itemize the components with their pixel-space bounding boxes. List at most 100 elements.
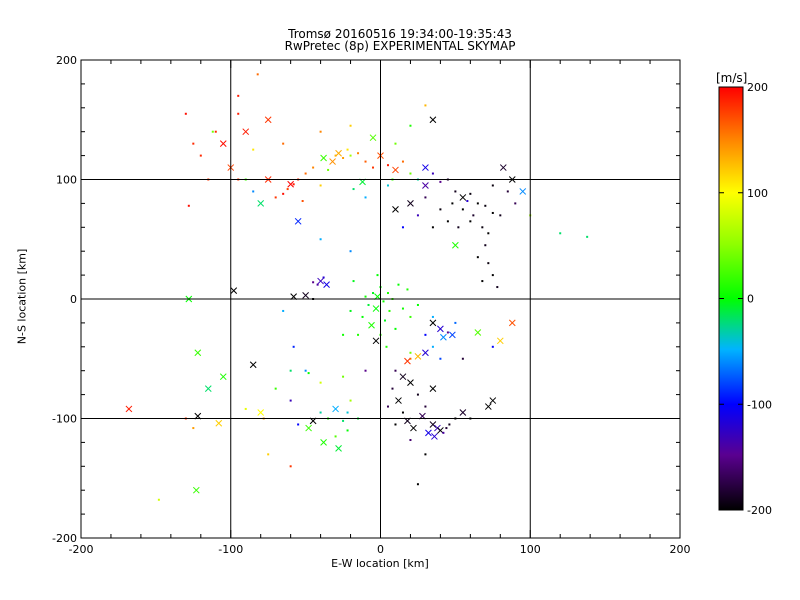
scatter-dot-point [319, 381, 322, 384]
scatter-dot-point [491, 345, 494, 348]
scatter-dot-point [469, 192, 472, 195]
y-axis-label: N-S location [km] [15, 248, 29, 345]
scatter-cross-point [429, 116, 437, 124]
scatter-dot-point [301, 200, 304, 203]
scatter-dot-point [252, 190, 255, 193]
scatter-dot-point [157, 498, 160, 501]
scatter-dot-point [476, 256, 479, 259]
scatter-dot-point [448, 423, 451, 426]
scatter-dot-point [406, 288, 409, 291]
scatter-dot-point [342, 156, 345, 159]
scatter-dot-point [256, 73, 259, 76]
scatter-dot-point [416, 393, 419, 396]
scatter-dot-point [383, 319, 386, 322]
scatter-dot-point [439, 180, 442, 183]
scatter-cross-point [429, 385, 437, 392]
scatter-dot-point [342, 419, 345, 422]
scatter-cross-point [474, 329, 482, 336]
scatter-cross-point [459, 194, 467, 201]
scatter-cross-point [335, 445, 342, 452]
scatter-dot-point [386, 184, 389, 187]
scatter-cross-point [429, 421, 437, 428]
scatter-cross-point [302, 292, 309, 299]
scatter-cross-point [257, 409, 265, 416]
scatter-dot-point [214, 130, 217, 133]
scatter-cross-point [372, 305, 380, 312]
scatter-dot-point [367, 303, 370, 306]
x-tick-label: 100 [520, 543, 541, 556]
scatter-dot-point [322, 276, 325, 279]
scatter-dot-point [416, 303, 419, 306]
scatter-dot-point [451, 202, 454, 205]
scatter-dot-point [187, 204, 190, 207]
scatter-dot-point [461, 357, 464, 360]
scatter-dot-point [386, 405, 389, 408]
scatter-cross-point [335, 149, 342, 157]
scatter-dot-point [252, 148, 255, 151]
scatter-dot-point [289, 369, 292, 372]
scatter-dot-point [401, 226, 404, 229]
scatter-dot-point [289, 399, 292, 402]
scatter-dot-point [416, 483, 419, 486]
scatter-dot-point [586, 235, 589, 238]
scatter-dot-point [304, 172, 307, 175]
scatter-dot-point [192, 142, 195, 145]
scatter-dot-point [409, 439, 412, 442]
scatter-dot-point [445, 427, 448, 430]
scatter-cross-point [404, 357, 411, 365]
scatter-cross-point [323, 281, 330, 289]
x-tick-label: 200 [670, 543, 691, 556]
scatter-dot-point [349, 250, 352, 253]
scatter-dot-point [346, 429, 349, 432]
scatter-dot-point [424, 196, 427, 199]
scatter-dot-point [304, 369, 307, 372]
scatter-cross-point [484, 403, 492, 410]
scatter-dot-point [446, 331, 449, 334]
scatter-dot-point [319, 184, 322, 187]
scatter-cross-point [192, 486, 200, 494]
scatter-dot-point [491, 184, 494, 187]
scatter-dot-point [394, 142, 397, 145]
scatter-dot-point [514, 202, 517, 205]
colorbar-tick-label: 200 [747, 81, 768, 94]
scatter-dot-point [491, 274, 494, 277]
scatter-dot-point [237, 112, 240, 115]
scatter-cross-point [287, 180, 295, 188]
scatter-cross-point [422, 349, 429, 357]
scatter-cross-point [429, 319, 437, 327]
scatter-dot-point [496, 286, 499, 289]
colorbar: 200 100 0 -100 -200 [718, 81, 772, 517]
scatter-cross-point [332, 405, 339, 413]
scatter-dot-point [274, 387, 277, 390]
scatter-dot-point [431, 315, 434, 318]
scatter-cross-point [215, 419, 223, 427]
scatter-dot-point [342, 375, 345, 378]
scatter-dot-point [357, 333, 360, 336]
scatter-dot-point [376, 274, 379, 277]
scatter-dot-point [244, 407, 247, 410]
scatter-cross-point [508, 319, 516, 327]
scatter-dot-point [282, 309, 285, 312]
scatter-dot-point [334, 435, 337, 438]
scatter-cross-point [496, 337, 504, 345]
scatter-dot-point [424, 333, 427, 336]
scatter-dot-point [454, 190, 457, 193]
scatter-dot-point [424, 405, 427, 408]
scatter-dot-point [481, 280, 484, 283]
scatter-dot-point [282, 192, 285, 195]
scatter-cross-point [294, 217, 302, 225]
scatter-dot-point [394, 423, 397, 426]
scatter-cross-point [399, 373, 407, 381]
scatter-dot-point [506, 190, 509, 193]
scatter-cross-point [437, 325, 444, 333]
scatter-dot-point [439, 357, 442, 360]
colorbar-unit-label: [m/s] [716, 71, 748, 85]
scatter-dot-point [416, 214, 419, 217]
scatter-dot-point [409, 351, 412, 354]
scatter-dot-point [424, 104, 427, 107]
scatter-dot-point [401, 411, 404, 414]
y-tick-label: -100 [52, 413, 77, 426]
scatter-dot-point [184, 112, 187, 115]
scatter-dot-point [361, 315, 364, 318]
scatter-cross-point [452, 241, 459, 249]
